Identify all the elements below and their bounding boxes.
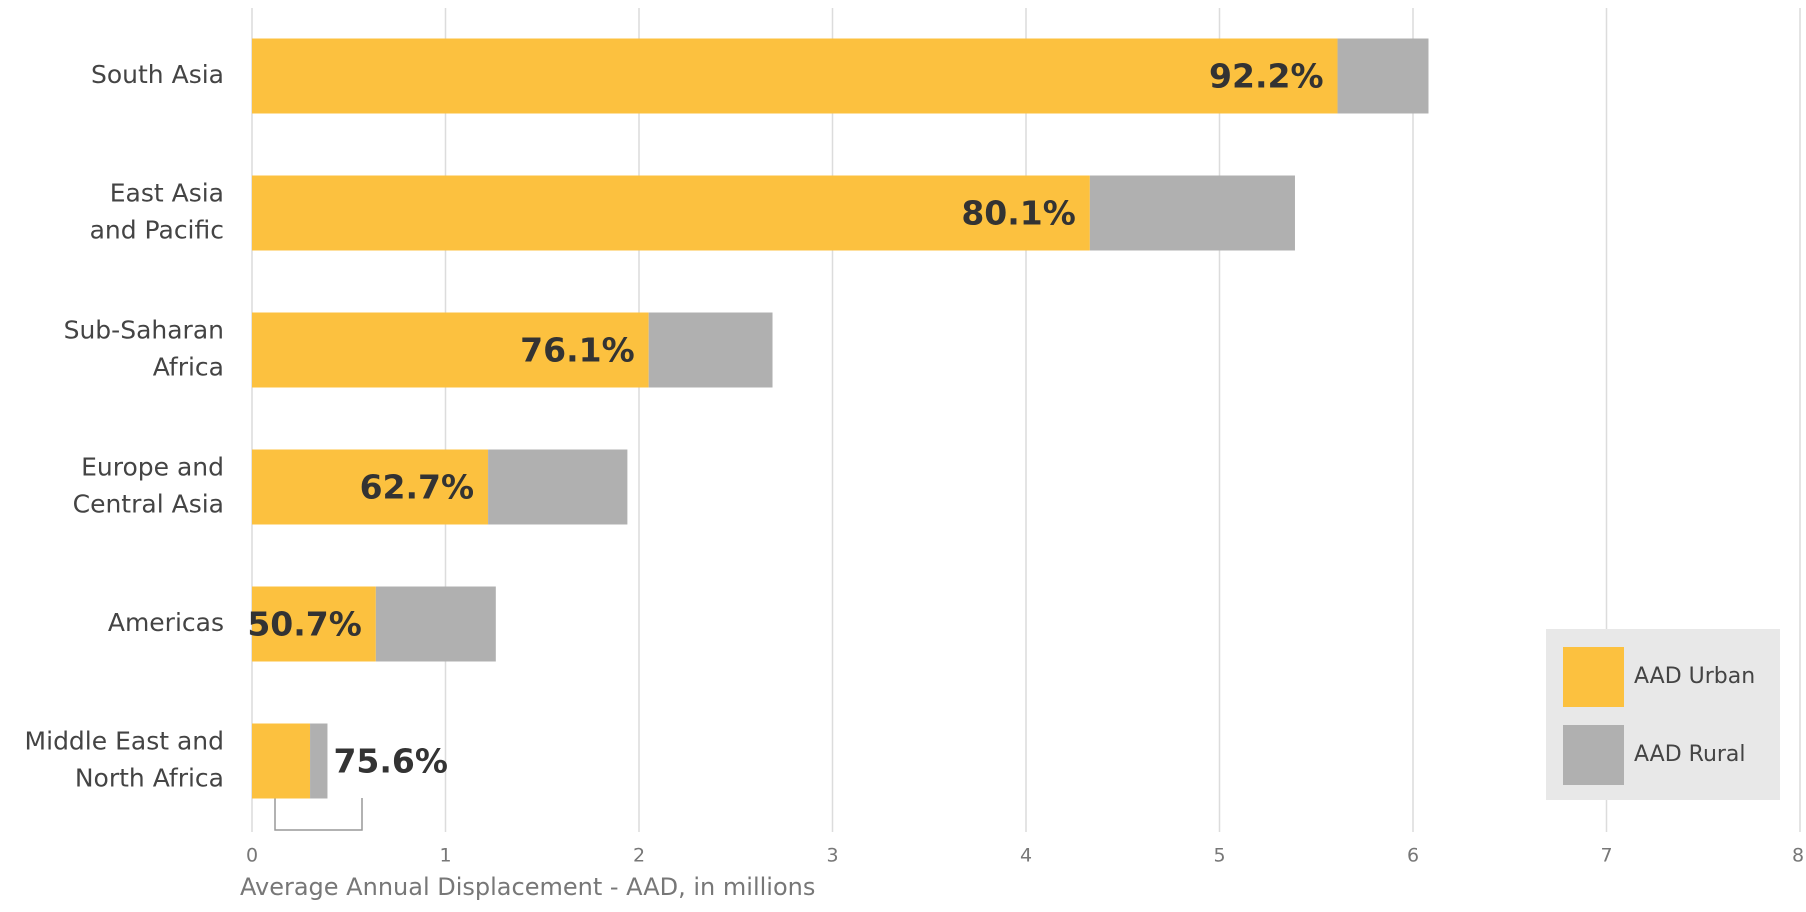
grid [251,8,1801,832]
bar-segment [648,312,773,388]
y-tick-label: Americas [108,608,224,637]
x-tick-label: 3 [826,845,838,867]
legend-swatch [1563,725,1624,785]
share-label: 92.2% [1209,57,1324,96]
bar-segment [1337,38,1429,114]
share-label: 75.6% [333,742,448,781]
x-axis-label: Average Annual Displacement - AAD, in mi… [240,873,815,901]
x-tick-label: 8 [1792,845,1804,867]
y-tick-label: South Asia [91,60,224,89]
x-tick-label: 7 [1600,845,1612,867]
share-label: 76.1% [520,331,635,370]
share-label: 80.1% [961,194,1076,233]
legend-swatch [1563,647,1624,707]
bar-segment [488,449,628,525]
y-tick-label: Europe and [81,453,224,482]
bar-segment [252,586,376,662]
y-tick-label: Sub-Saharan [64,316,224,345]
bar-segment [252,449,489,525]
share-label: 50.7% [247,605,362,644]
x-tick-label: 0 [246,845,258,867]
y-tick-label: East Asia [110,179,224,208]
y-tick-label: Africa [153,353,224,382]
bracket [274,798,363,831]
bar-segment [252,723,311,799]
bar-segment [252,312,649,388]
legend-label: AAD Rural [1634,742,1746,767]
x-tick-label: 4 [1020,845,1032,867]
bar-segment [375,586,496,662]
y-tick-label: and Pacific [90,216,224,245]
y-tick-label: North Africa [75,764,224,793]
bar-segment [252,175,1090,251]
x-tick-label: 1 [439,845,451,867]
legend-label: AAD Urban [1634,664,1755,689]
x-tick-label: 2 [633,845,645,867]
x-tick-label: 5 [1213,845,1225,867]
x-tick-label: 6 [1407,845,1419,867]
share-label: 62.7% [360,468,475,507]
bar-segment [252,38,1338,114]
bar-segment [1089,175,1295,251]
bar-segment [310,723,328,799]
y-tick-label: Central Asia [73,490,224,519]
y-tick-label: Middle East and [25,727,224,756]
